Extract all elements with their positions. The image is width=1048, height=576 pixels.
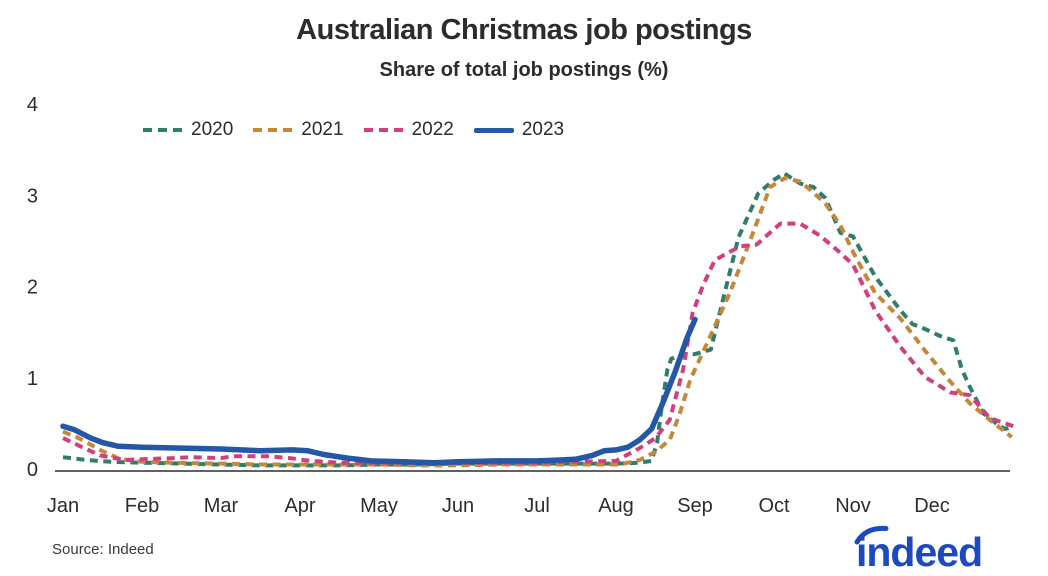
source-note: Source: Indeed <box>52 541 154 558</box>
legend-swatch-2020 <box>143 128 183 132</box>
legend-label-2021: 2021 <box>301 119 344 140</box>
x-tick-label: Jan <box>47 495 79 517</box>
x-tick-label: Apr <box>284 495 315 517</box>
x-tick-label: Aug <box>598 495 634 517</box>
legend-item-2022[interactable]: 2022 <box>363 119 454 141</box>
legend-swatch-2023 <box>473 127 514 133</box>
x-tick-label: May <box>360 495 398 517</box>
y-tick-label: 1 <box>27 368 38 390</box>
x-tick-label: Dec <box>914 495 950 517</box>
x-tick-label: Feb <box>125 495 159 517</box>
chart-subtitle: Share of total job postings (%) <box>379 59 669 81</box>
indeed-logo-text: indeed <box>856 529 982 572</box>
legend-label-2023: 2023 <box>521 119 565 140</box>
legend-label-2020: 2020 <box>191 119 234 140</box>
legend-swatch-2021 <box>253 128 294 132</box>
x-tick-label: Jun <box>442 495 474 517</box>
x-tick-label: Mar <box>204 495 239 517</box>
y-tick-label: 0 <box>27 459 38 481</box>
legend-item-2020[interactable]: 2020 <box>143 119 233 141</box>
legend-label-2022: 2022 <box>411 119 454 140</box>
series-line-2022 <box>62 221 1015 465</box>
x-tick-label: Jul <box>524 495 550 517</box>
series-line-2020 <box>62 171 1014 468</box>
indeed-logo: indeed <box>854 525 983 572</box>
legend: 2020 2021 2022 2023 <box>143 119 564 141</box>
x-tick-label: Sep <box>677 495 713 517</box>
y-tick-label: 3 <box>27 185 38 207</box>
indeed-logo-swoosh-icon <box>854 525 889 545</box>
series-line-2021 <box>62 176 1014 468</box>
legend-item-2021[interactable]: 2021 <box>253 119 344 141</box>
legend-item-2023[interactable]: 2023 <box>473 119 565 141</box>
chart-title: Australian Christmas job postings <box>296 14 752 46</box>
x-tick-label: Nov <box>835 495 871 517</box>
series-line-2023 <box>60 316 698 466</box>
x-tick-label: Oct <box>758 495 790 517</box>
y-tick-label: 4 <box>27 94 38 116</box>
legend-swatch-2022 <box>363 128 404 132</box>
y-tick-label: 2 <box>27 277 38 299</box>
